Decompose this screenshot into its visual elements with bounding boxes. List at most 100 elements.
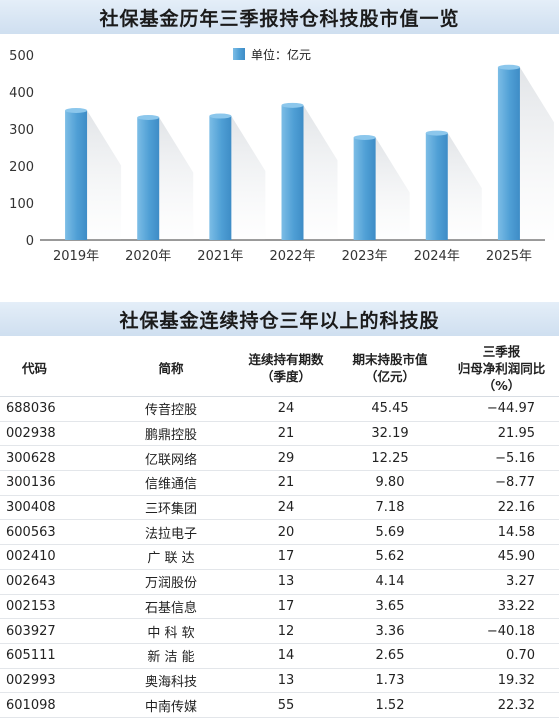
header-value-line2: （亿元） bbox=[364, 369, 415, 384]
cell-periods: 17 bbox=[236, 594, 336, 620]
cell-periods: 21 bbox=[236, 470, 336, 496]
y-tick-label: 200 bbox=[9, 160, 34, 175]
table-row: 601098 中南传媒 55 1.52 22.32 bbox=[0, 692, 559, 718]
cell-growth: 22.32 bbox=[444, 692, 559, 718]
cell-growth: 33.22 bbox=[444, 594, 559, 620]
legend-label: 单位：亿元 bbox=[251, 47, 311, 62]
cell-value: 4.14 bbox=[336, 569, 444, 595]
cell-value: 3.65 bbox=[336, 594, 444, 620]
header-growth-line1: 三季报 bbox=[482, 343, 521, 359]
cell-growth: 19.32 bbox=[444, 668, 559, 694]
cell-value: 5.69 bbox=[336, 519, 444, 546]
bar-cap bbox=[281, 102, 304, 108]
bar-2025年 bbox=[497, 67, 520, 241]
cell-name: 法拉电子 bbox=[106, 519, 236, 546]
cell-periods: 24 bbox=[236, 495, 336, 521]
cell-name: 奥海科技 bbox=[106, 668, 236, 694]
legend: 单位：亿元 bbox=[233, 47, 311, 62]
cell-periods: 20 bbox=[236, 519, 336, 546]
y-tick-label: 300 bbox=[9, 123, 34, 138]
cell-name: 三环集团 bbox=[106, 495, 236, 521]
table-row: 300628 亿联网络 29 12.25 −5.16 bbox=[0, 445, 559, 472]
cell-name: 万润股份 bbox=[106, 569, 236, 595]
cell-periods: 24 bbox=[236, 396, 336, 422]
bar-2022年 bbox=[281, 105, 304, 240]
bar-cap bbox=[137, 115, 160, 121]
bar-chart: 0 100 200 300 400 500 2019年 2020年 2021年 2022年 202… bbox=[9, 47, 554, 264]
y-tick-label: 0 bbox=[26, 234, 34, 249]
holdings-table: 代码 简称 连续持有期数 （季度） 期末持股市值 （亿元） 三季报 归母净利润同… bbox=[0, 340, 559, 718]
header-growth-line2: 归母净利润同比 bbox=[457, 360, 546, 376]
table-row: 002938 鹏鼎控股 21 32.19 21.95 bbox=[0, 421, 559, 447]
cell-periods: 14 bbox=[236, 643, 336, 669]
x-tick-label: 2022年 bbox=[269, 249, 315, 264]
bar-2019年 bbox=[65, 110, 88, 240]
cell-name: 中南传媒 bbox=[106, 692, 236, 718]
holdings-table-wrap: 代码 简称 连续持有期数 （季度） 期末持股市值 （亿元） 三季报 归母净利润同… bbox=[0, 340, 559, 718]
cell-periods: 17 bbox=[236, 544, 336, 570]
y-tick-label: 100 bbox=[9, 197, 34, 212]
table-row: 300408 三环集团 24 7.18 22.16 bbox=[0, 495, 559, 521]
cell-name: 中 科 软 bbox=[106, 618, 236, 644]
cell-periods: 29 bbox=[236, 445, 336, 472]
table-row: 002410 广 联 达 17 5.62 45.90 bbox=[0, 544, 559, 570]
header-name: 简称 bbox=[106, 340, 236, 397]
cell-growth: 0.70 bbox=[444, 643, 559, 669]
bar-shadow bbox=[231, 116, 266, 240]
x-axis: 2019年 2020年 2021年 2022年 2023年 2024年 2025年 bbox=[53, 249, 532, 264]
cell-code: 300408 bbox=[0, 495, 106, 521]
y-tick-label: 500 bbox=[9, 49, 34, 64]
cell-code: 300628 bbox=[0, 445, 106, 472]
cell-growth: −40.18 bbox=[444, 618, 559, 644]
table-title: 社保基金连续持仓三年以上的科技股 bbox=[0, 302, 559, 336]
header-code: 代码 bbox=[0, 340, 106, 397]
header-growth-line3: （%） bbox=[482, 377, 521, 393]
bar-2024年 bbox=[425, 133, 448, 240]
cell-code: 600563 bbox=[0, 519, 106, 546]
cell-name: 亿联网络 bbox=[106, 445, 236, 472]
header-value-line1: 期末持股市值 bbox=[352, 352, 428, 367]
x-tick-label: 2019年 bbox=[53, 249, 99, 264]
cell-growth: 45.90 bbox=[444, 544, 559, 570]
bar-shadow bbox=[159, 117, 194, 240]
cell-name: 鹏鼎控股 bbox=[106, 421, 236, 447]
cell-value: 3.36 bbox=[336, 618, 444, 644]
x-tick-label: 2021年 bbox=[197, 249, 243, 264]
bar-2020年 bbox=[137, 117, 160, 240]
cell-periods: 13 bbox=[236, 569, 336, 595]
cell-value: 1.52 bbox=[336, 692, 444, 718]
cell-growth: 3.27 bbox=[444, 569, 559, 595]
cell-code: 603927 bbox=[0, 618, 106, 644]
cell-code: 300136 bbox=[0, 470, 106, 496]
y-tick-label: 400 bbox=[9, 86, 34, 101]
header-periods-line2: （季度） bbox=[260, 369, 311, 384]
cell-code: 601098 bbox=[0, 692, 106, 718]
bar-shadow bbox=[519, 67, 554, 241]
bar-2021年 bbox=[209, 116, 232, 240]
cell-name: 新 洁 能 bbox=[106, 643, 236, 669]
bar-shadow bbox=[375, 137, 410, 240]
cell-growth: 14.58 bbox=[444, 519, 559, 546]
bar-shadow bbox=[303, 105, 338, 240]
cell-growth: −5.16 bbox=[444, 445, 559, 472]
cell-value: 2.65 bbox=[336, 643, 444, 669]
table-row: 688036 传音控股 24 45.45 −44.97 bbox=[0, 396, 559, 422]
header-value: 期末持股市值 （亿元） bbox=[336, 340, 444, 397]
cell-periods: 21 bbox=[236, 421, 336, 447]
table-row: 300136 信维通信 21 9.80 −8.77 bbox=[0, 470, 559, 496]
table-row: 603927 中 科 软 12 3.36 −40.18 bbox=[0, 618, 559, 644]
cell-name: 信维通信 bbox=[106, 470, 236, 496]
header-periods-line1: 连续持有期数 bbox=[248, 352, 324, 367]
cell-code: 002410 bbox=[0, 544, 106, 570]
bar-cap bbox=[497, 64, 520, 70]
cell-name: 广 联 达 bbox=[106, 544, 236, 570]
header-growth: 三季报 归母净利润同比 （%） bbox=[444, 340, 559, 397]
cell-code: 605111 bbox=[0, 643, 106, 669]
bar-shadow bbox=[87, 110, 122, 240]
chart-title: 社保基金历年三季报持仓科技股市值一览 bbox=[0, 0, 559, 34]
x-tick-label: 2025年 bbox=[486, 249, 532, 264]
x-tick-label: 2023年 bbox=[342, 249, 388, 264]
cell-value: 7.18 bbox=[336, 495, 444, 521]
cell-growth: −44.97 bbox=[444, 396, 559, 422]
bar-shadow bbox=[447, 133, 482, 240]
